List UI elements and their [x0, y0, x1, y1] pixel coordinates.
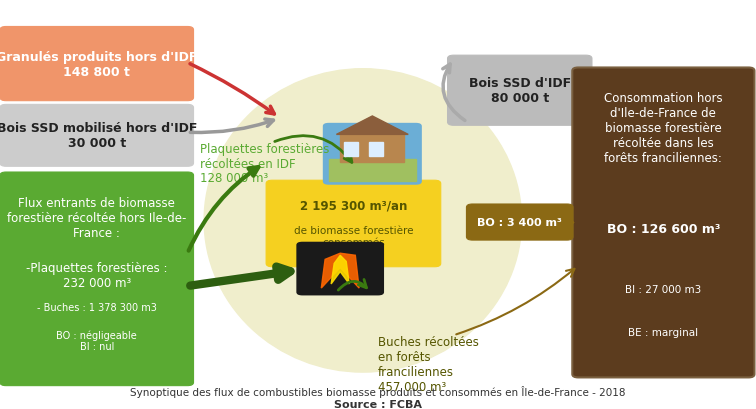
Text: - Buches : 1 378 300 m3: - Buches : 1 378 300 m3: [37, 303, 156, 312]
Polygon shape: [329, 160, 416, 182]
Polygon shape: [344, 143, 358, 157]
Ellipse shape: [204, 70, 522, 372]
Text: Flux entrants de biomasse
forestière récoltée hors Ile-de-
France :: Flux entrants de biomasse forestière réc…: [7, 196, 187, 239]
Text: Source : FCBA: Source : FCBA: [334, 399, 422, 409]
FancyBboxPatch shape: [296, 242, 384, 296]
Polygon shape: [369, 143, 383, 157]
Text: Buches récoltées
en forêts
franciliennes
457 000 m³: Buches récoltées en forêts franciliennes…: [378, 335, 479, 393]
Text: Bois SSD mobilisé hors d'IDF
30 000 t: Bois SSD mobilisé hors d'IDF 30 000 t: [0, 122, 197, 150]
Polygon shape: [340, 135, 404, 163]
Text: Synoptique des flux de combustibles biomasse produits et consommés en Île-de-Fra: Synoptique des flux de combustibles biom…: [130, 384, 626, 397]
FancyBboxPatch shape: [0, 105, 194, 167]
Text: BO : négligeable
BI : nul: BO : négligeable BI : nul: [57, 329, 137, 351]
Text: BE : marginal: BE : marginal: [628, 327, 699, 337]
FancyBboxPatch shape: [572, 68, 754, 378]
Polygon shape: [336, 117, 408, 135]
Text: 2 195 300 m³/an: 2 195 300 m³/an: [299, 199, 407, 212]
Text: Bois SSD d'IDF
80 000 t: Bois SSD d'IDF 80 000 t: [469, 77, 571, 105]
Text: BO : 3 400 m³: BO : 3 400 m³: [477, 218, 562, 227]
Text: Consommation hors
d'Ile-de-France de
biomasse forestière
récoltée dans les
forêt: Consommation hors d'Ile-de-France de bio…: [604, 92, 723, 165]
Text: BO : 126 600 m³: BO : 126 600 m³: [607, 223, 720, 236]
FancyBboxPatch shape: [266, 181, 441, 267]
Polygon shape: [331, 256, 349, 284]
FancyBboxPatch shape: [323, 124, 422, 185]
FancyBboxPatch shape: [448, 56, 592, 126]
FancyBboxPatch shape: [466, 204, 573, 240]
Text: BI : 27 000 m3: BI : 27 000 m3: [625, 284, 702, 294]
Text: Granulés produits hors d'IDF
148 800 t: Granulés produits hors d'IDF 148 800 t: [0, 50, 197, 79]
Text: de biomasse forestière
consommés: de biomasse forestière consommés: [293, 225, 414, 247]
Polygon shape: [321, 254, 359, 288]
FancyBboxPatch shape: [0, 27, 194, 101]
Text: -Plaquettes forestières :
232 000 m³: -Plaquettes forestières : 232 000 m³: [26, 262, 168, 290]
FancyBboxPatch shape: [0, 173, 194, 386]
Text: Plaquettes forestières
récoltées en IDF
128 000 m³: Plaquettes forestières récoltées en IDF …: [200, 142, 330, 185]
